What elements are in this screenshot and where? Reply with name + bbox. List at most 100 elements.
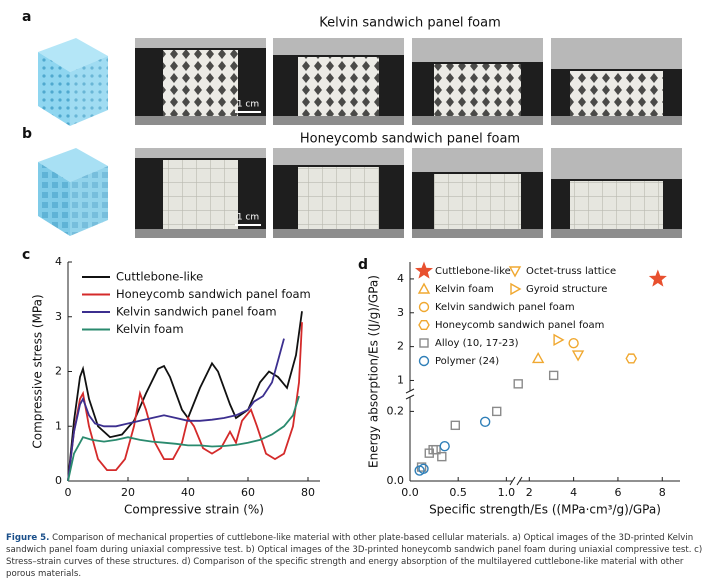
sample — [298, 167, 379, 229]
point — [439, 441, 450, 452]
platen — [273, 38, 404, 55]
legend-label: Kelvin sandwich panel foam — [435, 302, 575, 313]
y-tick-label: 0 — [55, 474, 62, 487]
legend-label: Kelvin foam — [116, 322, 184, 336]
legend-label: Honeycomb sandwich panel foam — [435, 320, 604, 331]
y-tick-label: 1 — [55, 419, 62, 432]
legend-swatch — [418, 319, 430, 331]
axis-break — [509, 476, 523, 486]
sample — [298, 57, 379, 116]
legend-swatch — [510, 282, 522, 296]
platen — [551, 229, 682, 238]
point — [513, 379, 523, 389]
legend-label: Cuttlebone-like — [116, 270, 203, 284]
x-tick-label: 0.0 — [401, 486, 419, 499]
series-line — [67, 395, 300, 482]
y-tick-label: 1 — [397, 373, 404, 386]
panel-label: b — [22, 126, 32, 142]
legend-label: Octet-truss lattice — [526, 266, 616, 277]
y-tick-label: 0.0 — [387, 474, 405, 487]
x-tick-label: 4 — [570, 486, 577, 499]
legend-swatch — [418, 355, 430, 367]
platen — [135, 229, 266, 238]
figure: a Kelvin sandwich panel foam b Honeycomb… — [22, 9, 682, 517]
platen — [412, 148, 543, 172]
scale-label: 1 cm — [237, 213, 259, 223]
platen — [551, 148, 682, 179]
x-tick-label: 0 — [65, 486, 72, 499]
point — [531, 352, 545, 364]
point — [418, 463, 429, 475]
legend-label: Kelvin foam — [435, 284, 494, 295]
panel-label: a — [22, 9, 31, 25]
point — [450, 420, 460, 431]
cube-kelvin — [38, 38, 108, 126]
legend-swatch — [418, 301, 430, 313]
x-tick-label: 6 — [614, 486, 621, 499]
x-tick-label: 8 — [659, 486, 666, 499]
y-tick-label: 4 — [55, 255, 62, 268]
sample — [570, 181, 663, 229]
y-tick-label: 3 — [397, 306, 404, 319]
sample — [570, 71, 663, 116]
platen — [551, 38, 682, 69]
sample — [434, 64, 521, 116]
platen — [412, 38, 543, 62]
point — [571, 350, 585, 362]
y-axis-label: Compressive stress (MPa) — [31, 294, 45, 448]
caption-text: Comparison of mechanical properties of c… — [6, 533, 703, 579]
series-line — [67, 338, 285, 482]
platen — [273, 148, 404, 165]
legend-label: Alloy (10, 17-23) — [435, 338, 519, 349]
legend-swatch — [419, 338, 429, 348]
platen — [551, 116, 682, 125]
x-tick-label: 0.5 — [449, 486, 467, 499]
platen — [273, 229, 404, 238]
point — [431, 444, 441, 455]
y-axis-label: Energy absorption/Es ((J/g)/GPa) — [367, 275, 381, 468]
platen — [412, 116, 543, 125]
y-tick-label: 2 — [55, 365, 62, 378]
x-tick-label: 40 — [181, 486, 195, 499]
point — [568, 338, 579, 349]
series-line — [67, 322, 303, 482]
point — [548, 370, 559, 381]
point — [648, 269, 667, 287]
point — [437, 451, 447, 462]
legend-label: Honeycomb sandwich panel foam — [116, 287, 311, 301]
point — [492, 406, 502, 417]
x-axis-label: Specific strength/Es ((MPa·cm³/g)/GPa) — [429, 503, 661, 517]
axis-break — [513, 477, 519, 485]
caption-label: Figure 5. — [6, 533, 50, 543]
panel-title: Honeycomb sandwich panel foam — [300, 132, 520, 147]
legend-label: Kelvin sandwich panel foam — [116, 305, 277, 319]
point — [553, 333, 565, 347]
sample — [434, 174, 521, 229]
platen — [135, 116, 266, 125]
legend-swatch — [508, 266, 522, 278]
y-tick-label: 4 — [397, 272, 404, 285]
point — [479, 416, 491, 428]
legend-label: Cuttlebone-like — [435, 266, 511, 277]
sample — [163, 50, 238, 116]
platen — [273, 116, 404, 125]
x-tick-label: 1.0 — [498, 486, 516, 499]
legend-swatch — [417, 282, 431, 294]
legend-swatch — [415, 261, 433, 279]
x-tick-label: 60 — [241, 486, 255, 499]
panel-title: Kelvin sandwich panel foam — [319, 16, 501, 31]
panel-label: c — [22, 247, 30, 263]
legend-label: Gyroid structure — [526, 284, 607, 295]
caption: Figure 5. Comparison of mechanical prope… — [6, 532, 704, 580]
axis-break — [406, 391, 414, 397]
axis-break — [405, 388, 415, 400]
x-axis-label: Compressive strain (%) — [124, 503, 264, 517]
x-tick-label: 20 — [121, 486, 135, 499]
y-tick-label: 2 — [397, 340, 404, 353]
series-line — [67, 311, 303, 482]
x-tick-label: 80 — [301, 486, 315, 499]
sample — [163, 160, 238, 229]
platen — [135, 148, 266, 158]
y-tick-label: 0.2 — [387, 404, 405, 417]
